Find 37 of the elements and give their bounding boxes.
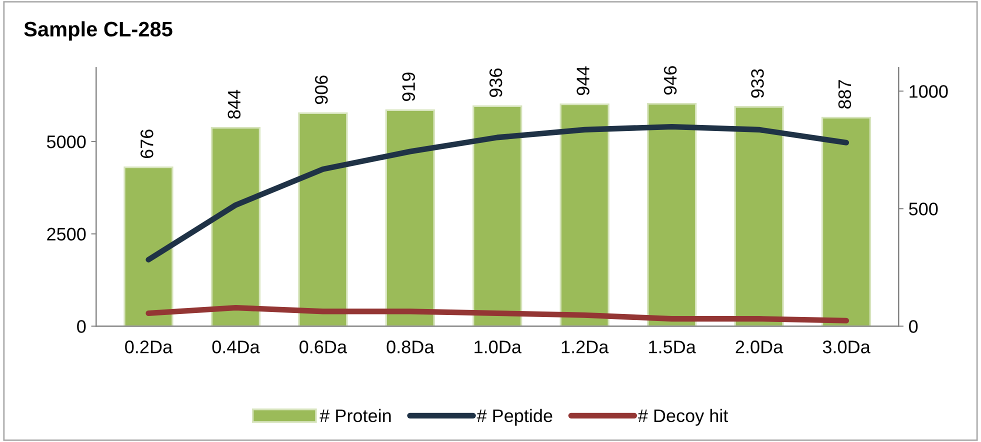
x-tick-label: 0.4Da [212,340,260,354]
bar [646,102,697,326]
y-tick-label: 5000 [46,135,86,148]
data-label: 844 [228,90,241,119]
y2-tick-label: 0 [909,320,918,333]
bar [124,166,174,326]
x-tick-label: 0.6Da [300,340,348,354]
bar [734,106,784,326]
x-tick-label: 0.2Da [125,340,173,354]
legend-label: # Decoy hit [638,408,728,426]
y2-tick-label: 1000 [910,85,948,98]
data-label: 933 [751,69,764,98]
x-tick-label: 2.0Da [736,340,784,354]
bar [821,116,872,326]
data-label: 936 [489,68,502,97]
y-tick-label: 2500 [47,228,86,241]
data-label: 919 [402,72,415,101]
bar [298,112,348,326]
bar [472,105,522,326]
chart-title: Sample CL-285 [24,21,172,41]
y-tick-label: 0 [77,320,86,333]
data-label: 944 [576,66,590,96]
x-tick-label: 1.0Da [474,340,522,354]
y2-tick-label: 500 [909,202,938,216]
x-tick-label: 1.5Da [649,340,696,354]
x-tick-label: 1.2Da [562,340,609,354]
data-label: 887 [838,80,852,109]
data-label: 906 [314,76,328,104]
x-tick-label: 0.8Da [386,340,434,354]
data-label: 946 [664,66,677,95]
legend-label: # Protein [320,408,391,422]
x-tick-label: 3.0Da [822,340,870,354]
data-label: 676 [140,130,154,158]
bar [385,109,435,326]
bar [560,103,610,326]
bar [210,126,261,326]
legend-label: # Peptide [476,408,552,426]
